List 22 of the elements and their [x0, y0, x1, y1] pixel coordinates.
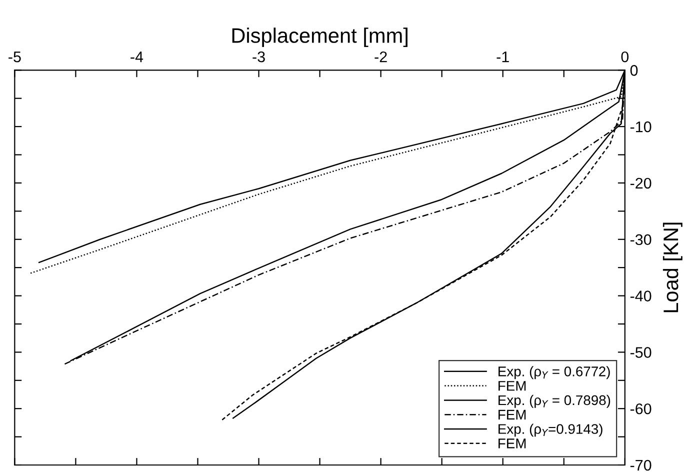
y-tick-label: -40 [630, 290, 652, 302]
legend-label: Exp. (ρ$_{Y}$ = 0.6772) [498, 366, 610, 380]
y-tick-label: -70 [630, 460, 652, 471]
legend-label: Exp. (ρ$_{Y}$ = 0.7898) [498, 394, 610, 408]
y-tick-label: -60 [630, 403, 652, 414]
x-tick-label: -5 [8, 52, 21, 62]
x-tick-label: -3 [252, 51, 265, 62]
y-tick-label: 0 [630, 65, 638, 76]
legend-label: FEM [498, 438, 526, 448]
x-tick-label: -4 [130, 52, 144, 62]
legend-label: FEM [498, 381, 526, 391]
y-tick-label: -50 [630, 347, 652, 358]
x-tick-label: 0 [621, 51, 629, 62]
x-tick-label: -1 [496, 52, 509, 62]
y-tick-label: -10 [630, 121, 652, 132]
x-axis-title: Displacement [mm] [232, 28, 408, 48]
y-tick-label: -20 [630, 178, 652, 189]
y-axis-title: Load [KN] [662, 222, 682, 312]
y-tick-label: -30 [630, 234, 652, 246]
legend-label: FEM [498, 410, 526, 420]
x-tick-label: -2 [374, 51, 387, 62]
legend-label: Exp. (ρ$_{Y}$=0.9143) [498, 424, 602, 437]
